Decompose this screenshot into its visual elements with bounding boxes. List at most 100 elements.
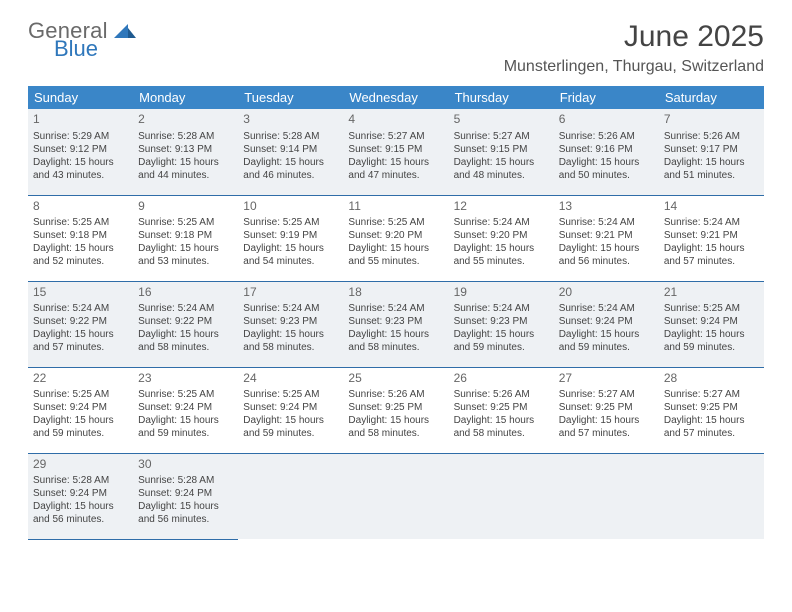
day-number: 9 [138, 199, 233, 215]
day-number: 18 [348, 285, 443, 301]
daylight-line: Daylight: 15 hours and 57 minutes. [33, 328, 128, 354]
title-block: June 2025 Munsterlingen, Thurgau, Switze… [504, 20, 764, 76]
calendar-day-cell [238, 453, 343, 539]
day-number: 27 [559, 371, 654, 387]
sunset-line: Sunset: 9:15 PM [348, 143, 443, 156]
calendar-day-cell: 28Sunrise: 5:27 AMSunset: 9:25 PMDayligh… [659, 367, 764, 453]
daylight-line: Daylight: 15 hours and 52 minutes. [33, 242, 128, 268]
calendar-header-row: Sunday Monday Tuesday Wednesday Thursday… [28, 86, 764, 109]
calendar-day-cell: 1 Sunrise: 5:29 AMSunset: 9:12 PMDaylight… [28, 109, 133, 195]
day-number: 23 [138, 371, 233, 387]
daylight-line: Daylight: 15 hours and 57 minutes. [664, 414, 759, 440]
day-number: 7 [664, 112, 759, 128]
sunset-line: Sunset: 9:20 PM [454, 229, 549, 242]
sunrise-line: Sunrise: 5:24 AM [33, 302, 128, 315]
daylight-line: Daylight: 15 hours and 59 minutes. [664, 328, 759, 354]
calendar-day-cell: 5Sunrise: 5:27 AMSunset: 9:15 PMDaylight… [449, 109, 554, 195]
sunset-line: Sunset: 9:16 PM [559, 143, 654, 156]
calendar-week-row: 29Sunrise: 5:28 AMSunset: 9:24 PMDayligh… [28, 453, 764, 539]
calendar-day-cell: 8Sunrise: 5:25 AMSunset: 9:18 PMDaylight… [28, 195, 133, 281]
sunset-line: Sunset: 9:24 PM [243, 401, 338, 414]
sunset-line: Sunset: 9:25 PM [559, 401, 654, 414]
day-number: 2 [138, 112, 233, 128]
sunrise-line: Sunrise: 5:29 AM [33, 130, 128, 143]
sunrise-line: Sunrise: 5:27 AM [664, 388, 759, 401]
sunset-line: Sunset: 9:19 PM [243, 229, 338, 242]
calendar-day-cell [343, 453, 448, 539]
daylight-line: Daylight: 15 hours and 57 minutes. [664, 242, 759, 268]
calendar-body: 1Sunrise: 5:29 AMSunset: 9:12 PMDaylight… [28, 109, 764, 539]
daylight-line: Daylight: 15 hours and 43 minutes. [33, 156, 128, 182]
daylight-line: Daylight: 15 hours and 47 minutes. [348, 156, 443, 182]
sunset-line: Sunset: 9:14 PM [243, 143, 338, 156]
sunrise-line: Sunrise: 5:28 AM [33, 474, 128, 487]
sunrise-line: Sunrise: 5:28 AM [138, 474, 233, 487]
location-text: Munsterlingen, Thurgau, Switzerland [504, 58, 764, 76]
sunrise-line: Sunrise: 5:28 AM [243, 130, 338, 143]
daylight-line: Daylight: 15 hours and 56 minutes. [559, 242, 654, 268]
sunrise-line: Sunrise: 5:24 AM [664, 216, 759, 229]
sunrise-line: Sunrise: 5:24 AM [559, 216, 654, 229]
sunset-line: Sunset: 9:24 PM [33, 401, 128, 414]
sunrise-line: Sunrise: 5:24 AM [348, 302, 443, 315]
sunset-line: Sunset: 9:25 PM [348, 401, 443, 414]
day-number: 6 [559, 112, 654, 128]
sunset-line: Sunset: 9:25 PM [454, 401, 549, 414]
sunset-line: Sunset: 9:23 PM [243, 315, 338, 328]
daylight-line: Daylight: 15 hours and 58 minutes. [138, 328, 233, 354]
sunset-line: Sunset: 9:21 PM [664, 229, 759, 242]
col-sunday: Sunday [28, 86, 133, 109]
sunset-line: Sunset: 9:24 PM [138, 401, 233, 414]
daylight-line: Daylight: 15 hours and 58 minutes. [348, 328, 443, 354]
calendar-day-cell: 4Sunrise: 5:27 AMSunset: 9:15 PMDaylight… [343, 109, 448, 195]
calendar-day-cell: 30Sunrise: 5:28 AMSunset: 9:24 PMDayligh… [133, 453, 238, 539]
day-number: 24 [243, 371, 338, 387]
calendar-day-cell: 13Sunrise: 5:24 AMSunset: 9:21 PMDayligh… [554, 195, 659, 281]
sunrise-line: Sunrise: 5:24 AM [243, 302, 338, 315]
sunset-line: Sunset: 9:24 PM [138, 487, 233, 500]
calendar-day-cell: 16Sunrise: 5:24 AMSunset: 9:22 PMDayligh… [133, 281, 238, 367]
daylight-line: Daylight: 15 hours and 54 minutes. [243, 242, 338, 268]
col-monday: Monday [133, 86, 238, 109]
daylight-line: Daylight: 15 hours and 59 minutes. [559, 328, 654, 354]
sunset-line: Sunset: 9:24 PM [33, 487, 128, 500]
sunset-line: Sunset: 9:24 PM [664, 315, 759, 328]
day-number: 1 [33, 112, 128, 128]
calendar-day-cell [449, 453, 554, 539]
month-title: June 2025 [504, 20, 764, 54]
sunset-line: Sunset: 9:20 PM [348, 229, 443, 242]
sunrise-line: Sunrise: 5:25 AM [33, 216, 128, 229]
calendar-day-cell: 23Sunrise: 5:25 AMSunset: 9:24 PMDayligh… [133, 367, 238, 453]
sunrise-line: Sunrise: 5:27 AM [559, 388, 654, 401]
sunset-line: Sunset: 9:12 PM [33, 143, 128, 156]
calendar-day-cell: 14Sunrise: 5:24 AMSunset: 9:21 PMDayligh… [659, 195, 764, 281]
day-number: 8 [33, 199, 128, 215]
sunrise-line: Sunrise: 5:24 AM [559, 302, 654, 315]
sunrise-line: Sunrise: 5:26 AM [559, 130, 654, 143]
sunset-line: Sunset: 9:22 PM [33, 315, 128, 328]
sunset-line: Sunset: 9:18 PM [138, 229, 233, 242]
calendar-day-cell: 18Sunrise: 5:24 AMSunset: 9:23 PMDayligh… [343, 281, 448, 367]
col-friday: Friday [554, 86, 659, 109]
sunrise-line: Sunrise: 5:25 AM [243, 388, 338, 401]
day-number: 13 [559, 199, 654, 215]
sunset-line: Sunset: 9:13 PM [138, 143, 233, 156]
daylight-line: Daylight: 15 hours and 51 minutes. [664, 156, 759, 182]
daylight-line: Daylight: 15 hours and 46 minutes. [243, 156, 338, 182]
day-number: 15 [33, 285, 128, 301]
sunrise-line: Sunrise: 5:25 AM [348, 216, 443, 229]
day-number: 16 [138, 285, 233, 301]
daylight-line: Daylight: 15 hours and 55 minutes. [454, 242, 549, 268]
calendar-day-cell [659, 453, 764, 539]
col-wednesday: Wednesday [343, 86, 448, 109]
daylight-line: Daylight: 15 hours and 59 minutes. [33, 414, 128, 440]
daylight-line: Daylight: 15 hours and 56 minutes. [138, 500, 233, 526]
calendar-week-row: 15Sunrise: 5:24 AMSunset: 9:22 PMDayligh… [28, 281, 764, 367]
day-number: 12 [454, 199, 549, 215]
calendar-day-cell: 10Sunrise: 5:25 AMSunset: 9:19 PMDayligh… [238, 195, 343, 281]
day-number: 19 [454, 285, 549, 301]
calendar-week-row: 1Sunrise: 5:29 AMSunset: 9:12 PMDaylight… [28, 109, 764, 195]
day-number: 4 [348, 112, 443, 128]
calendar-day-cell: 29Sunrise: 5:28 AMSunset: 9:24 PMDayligh… [28, 453, 133, 539]
calendar-day-cell: 3Sunrise: 5:28 AMSunset: 9:14 PMDaylight… [238, 109, 343, 195]
